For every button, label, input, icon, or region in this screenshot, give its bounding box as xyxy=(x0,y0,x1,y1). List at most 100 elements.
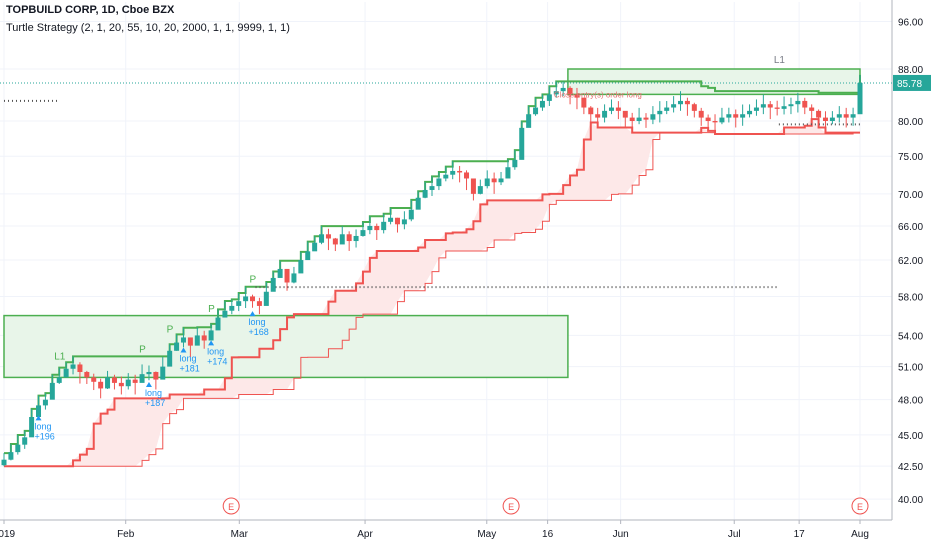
long-entry-arrow xyxy=(208,340,215,346)
candle-body xyxy=(567,87,573,95)
candle-body xyxy=(857,82,863,115)
candle-body xyxy=(408,209,414,220)
candle-body xyxy=(450,170,456,175)
candle-body xyxy=(678,100,684,105)
upper-channel-line xyxy=(4,74,861,455)
long-entry-label: long xyxy=(35,421,52,431)
y-tick-label: 66.00 xyxy=(898,222,923,233)
y-tick-label: 62.00 xyxy=(898,256,923,267)
candle-body xyxy=(498,178,504,183)
long-entry-arrow xyxy=(145,381,152,387)
candle-body xyxy=(401,219,407,225)
axes: 40.00 42.50 45.00 48.00 51.00 54.00 58.00 62.00… xyxy=(0,0,931,540)
candle-body xyxy=(229,305,235,311)
candle-body xyxy=(595,114,601,118)
candle-body xyxy=(374,225,380,231)
earnings-label: E xyxy=(857,502,863,512)
candle-body xyxy=(174,342,180,351)
earnings-marker xyxy=(222,497,240,515)
candle-body xyxy=(284,268,290,283)
candle-body xyxy=(319,234,325,243)
candle-body xyxy=(809,107,815,111)
pyramid-marker: P xyxy=(167,324,174,335)
candle-body xyxy=(816,110,822,118)
y-tick-label: 48.00 xyxy=(898,396,923,407)
long-entry-label: long xyxy=(249,317,266,327)
candle-body xyxy=(118,382,124,387)
candle-body xyxy=(464,172,470,179)
candle-body xyxy=(381,221,387,231)
candles xyxy=(1,74,863,467)
candle-body xyxy=(477,186,483,194)
candle-body xyxy=(91,377,97,382)
earnings-marker xyxy=(851,497,869,515)
candle-body xyxy=(767,104,773,108)
candle-body xyxy=(263,291,269,306)
candle-body xyxy=(519,127,525,160)
x-tick-label: Mar xyxy=(231,529,249,540)
candle-body xyxy=(712,121,718,123)
l1-marker: L1 xyxy=(54,352,66,363)
candle-body xyxy=(470,178,476,194)
candle-body xyxy=(222,310,228,318)
candle-body xyxy=(422,189,428,198)
x-tick-label: Jul xyxy=(728,529,741,540)
candle-body xyxy=(774,107,780,109)
candle-body xyxy=(153,371,159,380)
candle-body xyxy=(243,296,249,302)
candle-body xyxy=(36,405,42,418)
candle-body xyxy=(22,437,28,445)
x-tick-label: Feb xyxy=(117,529,135,540)
candle-body xyxy=(533,107,539,115)
candle-body xyxy=(505,167,511,179)
candle-body xyxy=(187,337,193,346)
candle-body xyxy=(588,107,594,115)
candle-body xyxy=(795,100,801,105)
candle-body xyxy=(602,110,608,118)
candle-body xyxy=(42,399,48,406)
candle-body xyxy=(760,104,766,108)
candle-body xyxy=(194,335,200,346)
candle-body xyxy=(236,301,242,306)
candle-body xyxy=(691,104,697,111)
candle-body xyxy=(526,114,532,128)
candle-body xyxy=(146,371,152,375)
candle-body xyxy=(560,87,566,92)
candle-body xyxy=(822,117,828,122)
candle-body xyxy=(367,225,373,231)
candle-body xyxy=(353,235,359,242)
trailing-line xyxy=(4,132,860,467)
y-tick-label: 51.00 xyxy=(898,363,923,374)
red-band-fill xyxy=(4,119,860,467)
candle-body xyxy=(622,110,628,118)
candle-body xyxy=(332,238,338,245)
x-tick-label: 16 xyxy=(542,529,554,540)
candle-body xyxy=(15,444,21,453)
candle-body xyxy=(215,317,221,331)
candle-body xyxy=(650,114,656,120)
candle-body xyxy=(132,379,138,383)
x-tick-label: 2019 xyxy=(0,529,16,540)
candle-body xyxy=(98,381,104,389)
candle-body xyxy=(56,377,62,383)
x-tick-label: 17 xyxy=(794,529,806,540)
candle-body xyxy=(443,174,449,179)
candle-body xyxy=(664,107,670,111)
x-tick-label: Aug xyxy=(851,529,869,540)
last-price-label: 85.78 xyxy=(897,79,922,90)
long-entry-label: long xyxy=(207,346,224,356)
candle-body xyxy=(726,114,732,118)
y-tick-label: 54.00 xyxy=(898,331,923,342)
candle-body xyxy=(829,117,835,122)
candle-body xyxy=(698,110,704,118)
candle-body xyxy=(415,197,421,210)
candle-body xyxy=(105,377,111,389)
candle-body xyxy=(291,273,297,283)
long-entry-profit: +187 xyxy=(145,398,165,408)
candle-body xyxy=(360,230,366,236)
last-price-tag xyxy=(893,74,931,91)
candle-body xyxy=(429,186,435,190)
candle-body xyxy=(781,106,787,109)
